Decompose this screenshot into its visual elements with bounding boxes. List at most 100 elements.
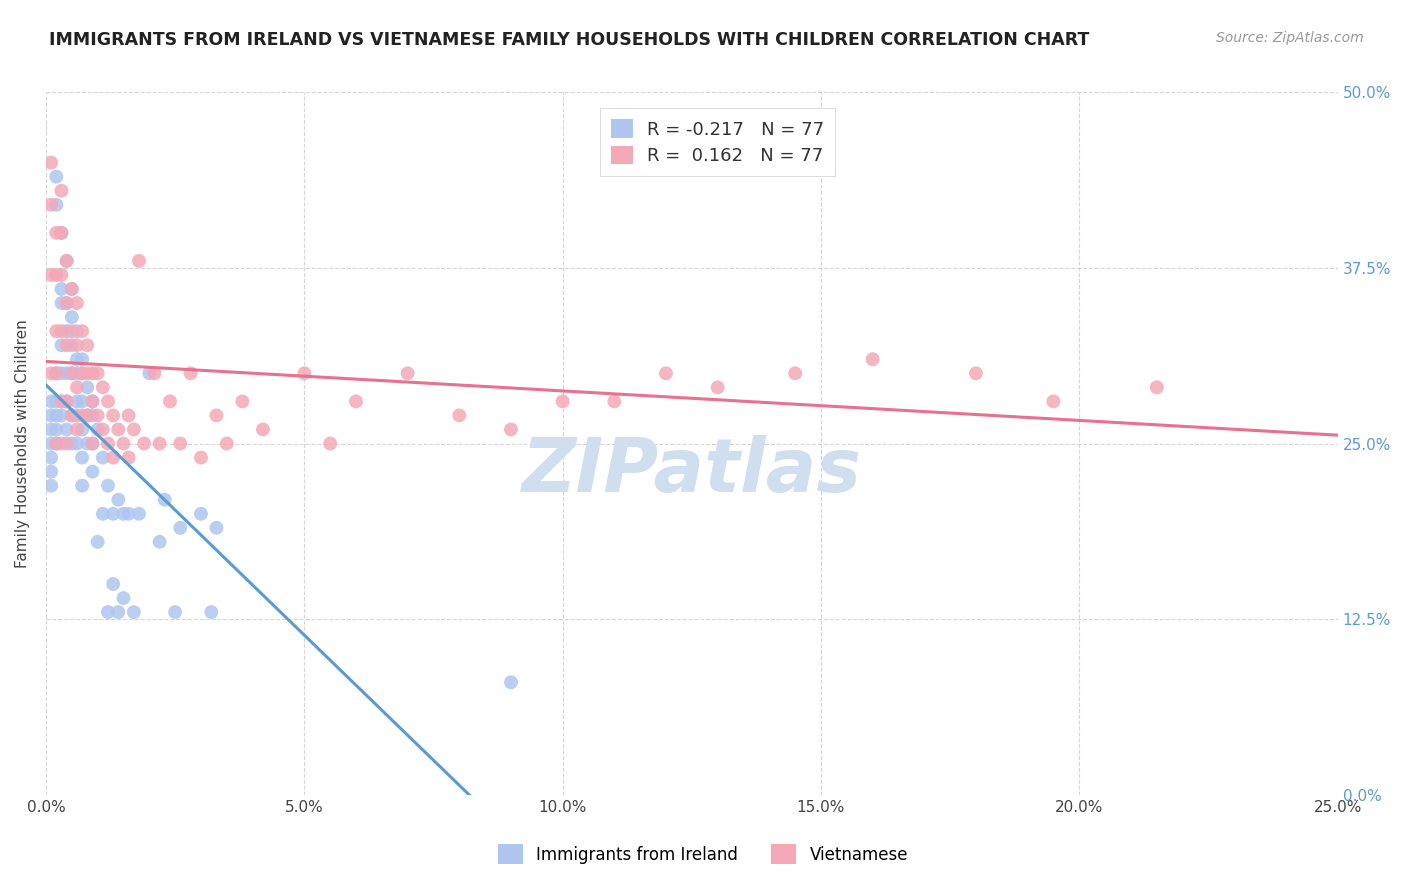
Point — [39, 450, 62, 465]
Point — [76, 409, 98, 423]
Point — [51, 282, 73, 296]
Point — [86, 366, 108, 380]
Point — [551, 394, 574, 409]
Point — [60, 310, 83, 325]
Point — [965, 366, 987, 380]
Point — [117, 409, 139, 423]
Text: ZIPatlas: ZIPatlas — [522, 435, 862, 508]
Point — [190, 450, 212, 465]
Point — [45, 366, 67, 380]
Point — [70, 478, 93, 492]
Point — [66, 422, 89, 436]
Point — [55, 366, 77, 380]
Point — [39, 465, 62, 479]
Point — [101, 409, 124, 423]
Point — [91, 380, 114, 394]
Point — [45, 436, 67, 450]
Point — [82, 394, 104, 409]
Point — [45, 422, 67, 436]
Point — [39, 436, 62, 450]
Point — [60, 366, 83, 380]
Point — [45, 198, 67, 212]
Point — [76, 338, 98, 352]
Point — [122, 422, 145, 436]
Point — [169, 521, 191, 535]
Point — [66, 366, 89, 380]
Point — [112, 507, 135, 521]
Point — [76, 380, 98, 394]
Point — [159, 394, 181, 409]
Point — [190, 507, 212, 521]
Point — [101, 507, 124, 521]
Point — [45, 268, 67, 282]
Point — [55, 324, 77, 338]
Point — [785, 366, 807, 380]
Point — [60, 366, 83, 380]
Point — [86, 534, 108, 549]
Point — [344, 394, 367, 409]
Point — [51, 436, 73, 450]
Point — [39, 478, 62, 492]
Point — [39, 366, 62, 380]
Text: Source: ZipAtlas.com: Source: ZipAtlas.com — [1216, 31, 1364, 45]
Point — [51, 184, 73, 198]
Point — [55, 422, 77, 436]
Text: IMMIGRANTS FROM IRELAND VS VIETNAMESE FAMILY HOUSEHOLDS WITH CHILDREN CORRELATIO: IMMIGRANTS FROM IRELAND VS VIETNAMESE FA… — [49, 31, 1090, 49]
Point — [39, 57, 62, 71]
Point — [60, 324, 83, 338]
Point — [76, 366, 98, 380]
Point — [66, 436, 89, 450]
Point — [112, 436, 135, 450]
Point — [149, 436, 172, 450]
Point — [205, 521, 228, 535]
Point — [97, 478, 120, 492]
Point — [51, 409, 73, 423]
Point — [252, 422, 274, 436]
Point — [51, 394, 73, 409]
Point — [60, 409, 83, 423]
Point — [82, 366, 104, 380]
Point — [107, 422, 129, 436]
Point — [82, 436, 104, 450]
Point — [45, 324, 67, 338]
Point — [101, 577, 124, 591]
Point — [82, 394, 104, 409]
Point — [706, 380, 728, 394]
Point — [45, 394, 67, 409]
Point — [60, 338, 83, 352]
Point — [45, 226, 67, 240]
Point — [70, 450, 93, 465]
Point — [70, 366, 93, 380]
Point — [66, 296, 89, 310]
Point — [117, 507, 139, 521]
Point — [51, 226, 73, 240]
Point — [55, 394, 77, 409]
Point — [55, 254, 77, 268]
Point — [107, 492, 129, 507]
Point — [60, 282, 83, 296]
Point — [70, 366, 93, 380]
Point — [66, 338, 89, 352]
Point — [112, 591, 135, 605]
Point — [499, 422, 522, 436]
Point — [292, 366, 315, 380]
Point — [319, 436, 342, 450]
Point — [55, 436, 77, 450]
Point — [91, 507, 114, 521]
Point — [70, 394, 93, 409]
Point — [70, 352, 93, 367]
Point — [39, 409, 62, 423]
Point — [101, 450, 124, 465]
Point — [655, 366, 678, 380]
Point — [66, 409, 89, 423]
Point — [45, 169, 67, 184]
Point — [449, 409, 471, 423]
Point — [97, 605, 120, 619]
Point — [45, 436, 67, 450]
Point — [76, 409, 98, 423]
Point — [86, 422, 108, 436]
Point — [91, 422, 114, 436]
Point — [70, 422, 93, 436]
Point — [70, 324, 93, 338]
Point — [603, 394, 626, 409]
